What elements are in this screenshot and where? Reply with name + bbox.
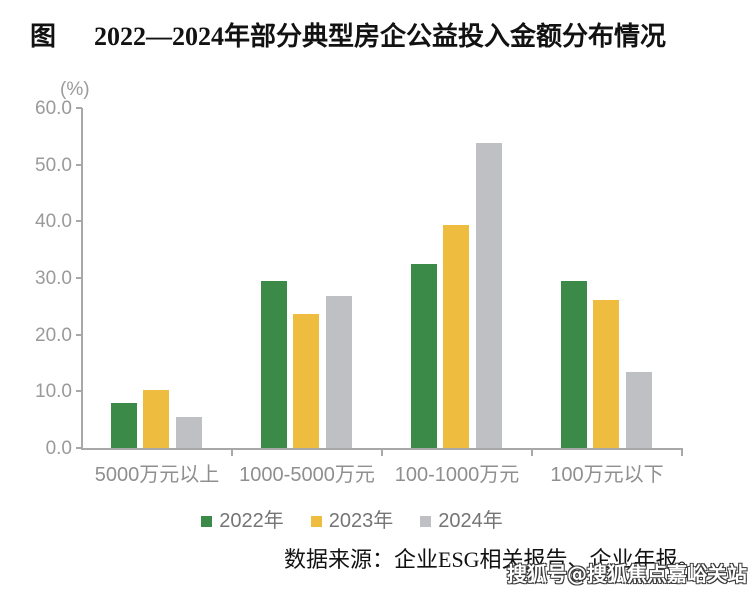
bar-2022-cat2 (261, 280, 287, 448)
x-axis-line (81, 448, 683, 450)
legend: 2022年 2023年 2024年 (0, 511, 704, 531)
y-tick-label: 20.0 (35, 324, 72, 346)
y-tick-label: 0.0 (45, 438, 72, 459)
x-tick-mark (531, 450, 533, 456)
y-tick-label: 30.0 (35, 268, 72, 289)
x-tick-mark (231, 450, 233, 456)
legend-swatch (201, 515, 213, 527)
bar-2022-cat1 (111, 402, 137, 448)
y-tick-mark (76, 107, 82, 109)
y-tick-label: 50.0 (35, 154, 72, 176)
chart-title: 图 2022—2024年部分典型房企公益投入金额分布情况 (30, 16, 730, 53)
x-tick-mark (381, 450, 383, 456)
bar-2024-cat3 (476, 142, 502, 448)
bar-2023-cat1 (143, 389, 169, 448)
legend-item: 2023年 (310, 510, 394, 532)
bar-2023-cat4 (593, 299, 619, 448)
x-category-label: 5000万元以上 (94, 464, 220, 486)
legend-swatch (310, 515, 322, 527)
y-tick-label: 60.0 (35, 98, 72, 119)
x-category-label: 100-1000万元 (394, 464, 520, 486)
bar-2023-cat3 (443, 224, 469, 448)
x-tick-mark (681, 450, 683, 456)
legend-item: 2022年 (201, 511, 284, 531)
y-tick-mark (76, 333, 82, 336)
y-tick-label: 40.0 (35, 211, 72, 233)
bar-2024-cat1 (176, 417, 202, 448)
y-axis-line (81, 108, 83, 450)
y-axis-unit-label: (%) (60, 79, 90, 100)
y-tick-mark (76, 447, 82, 449)
x-category-label: 100万元以下 (550, 464, 664, 486)
chart-title-text: 2022—2024年部分典型房企公益投入金额分布情况 (94, 22, 667, 51)
legend-item: 2024年 (420, 511, 503, 531)
legend-label: 2023年 (328, 510, 394, 532)
y-tick-mark (76, 390, 82, 393)
x-category-label: 1000-5000万元 (239, 464, 375, 486)
figure-prefix-label: 图 (30, 22, 57, 51)
bar-2023-cat2 (293, 313, 319, 448)
data-source-note: 数据来源：企业ESG相关报告、企业年报。 (284, 547, 700, 572)
watermark: 搜狐号@搜狐焦点嘉峪关站 (507, 562, 747, 586)
y-tick-mark (76, 220, 82, 223)
bar-2022-cat4 (561, 280, 587, 448)
y-tick-label: 10.0 (35, 381, 72, 403)
legend-swatch (420, 515, 432, 527)
y-tick-mark (76, 277, 82, 279)
legend-label: 2022年 (219, 510, 284, 532)
legend-label: 2024年 (438, 510, 503, 532)
bar-2024-cat4 (626, 372, 652, 448)
bar-2022-cat3 (411, 264, 437, 448)
bar-2024-cat2 (326, 295, 352, 448)
y-tick-mark (76, 163, 82, 166)
